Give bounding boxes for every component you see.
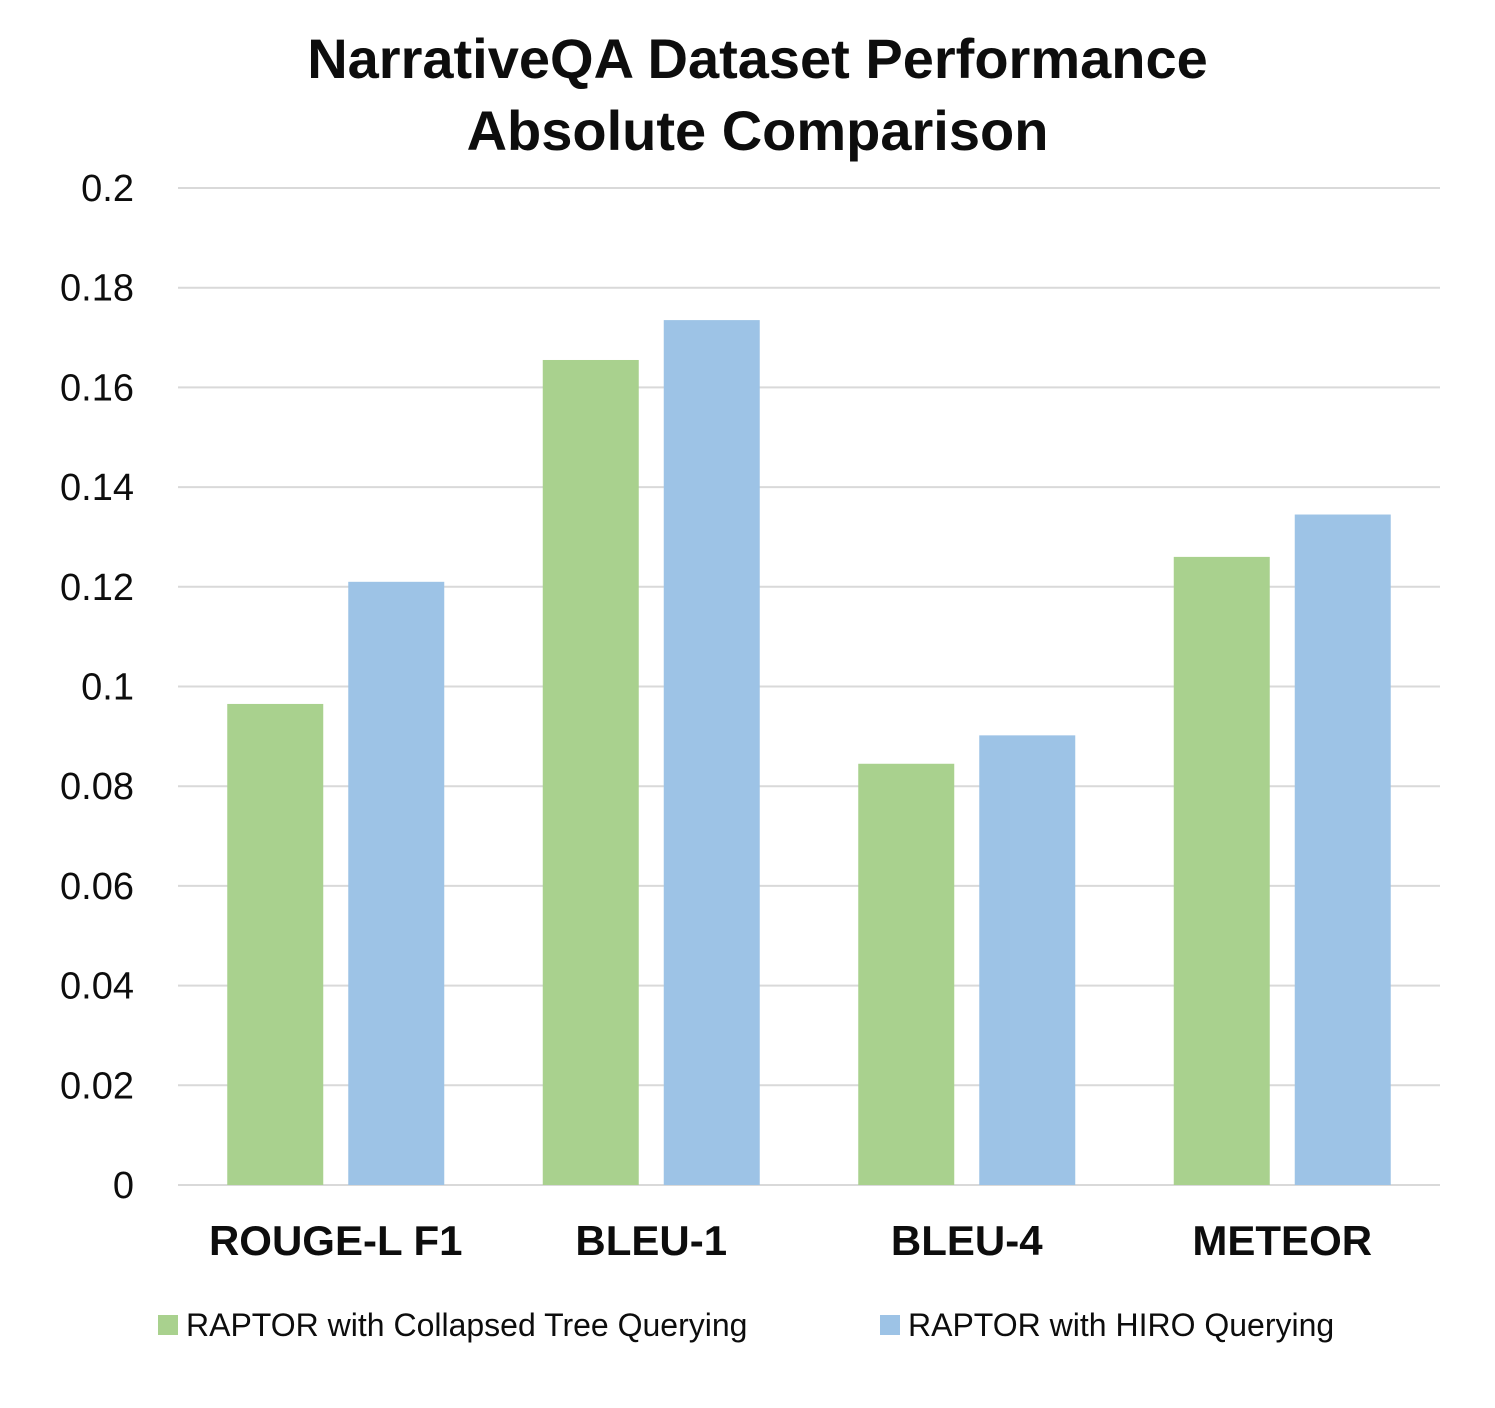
x-tick-label: ROUGE-L F1 — [209, 1217, 463, 1264]
bar-collapsed-tree — [858, 763, 955, 1185]
bar-hiro — [663, 320, 760, 1185]
legend-swatch — [880, 1315, 900, 1335]
y-tick-label: 0.2 — [81, 168, 134, 210]
legend-swatch — [158, 1315, 178, 1335]
legend-label: RAPTOR with Collapsed Tree Querying — [186, 1307, 747, 1343]
x-tick-label: BLEU-1 — [575, 1217, 727, 1264]
y-tick-label: 0.14 — [60, 467, 134, 509]
bar-collapsed-tree — [227, 703, 324, 1185]
y-tick-label: 0.04 — [60, 966, 134, 1008]
legend-label: RAPTOR with HIRO Querying — [908, 1307, 1334, 1343]
bar-hiro — [979, 735, 1076, 1185]
bar-hiro — [348, 581, 445, 1185]
y-tick-label: 0.06 — [60, 866, 134, 908]
chart-title-line-1: NarrativeQA Dataset Performance — [307, 27, 1208, 90]
y-tick-label: 0.16 — [60, 367, 134, 409]
y-tick-label: 0 — [113, 1165, 134, 1207]
bar-collapsed-tree — [1173, 556, 1270, 1185]
chart-title-line-2: Absolute Comparison — [466, 99, 1049, 162]
bar-collapsed-tree — [542, 359, 639, 1185]
y-tick-label: 0.02 — [60, 1065, 134, 1107]
y-tick-label: 0.18 — [60, 268, 134, 310]
y-tick-label: 0.08 — [60, 766, 134, 808]
y-tick-label: 0.1 — [81, 667, 134, 709]
x-tick-label: BLEU-4 — [891, 1217, 1043, 1264]
bar-hiro — [1294, 514, 1391, 1185]
x-tick-label: METEOR — [1192, 1217, 1372, 1264]
y-tick-label: 0.12 — [60, 567, 134, 609]
